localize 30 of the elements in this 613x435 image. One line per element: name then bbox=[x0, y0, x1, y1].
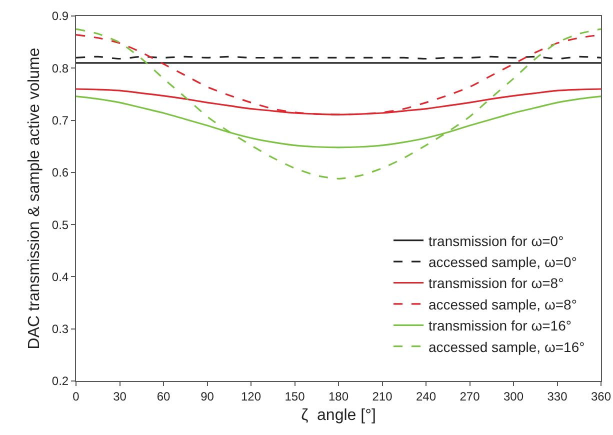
y-tick-label: 0.9 bbox=[52, 9, 69, 24]
x-tick-label: 30 bbox=[113, 389, 127, 404]
x-tick-label: 150 bbox=[284, 389, 306, 404]
x-tick-label: 60 bbox=[156, 389, 170, 404]
y-tick-label: 0.5 bbox=[52, 218, 69, 232]
legend-label: accessed sample, ω=8° bbox=[428, 296, 577, 312]
x-tick-label: 90 bbox=[200, 389, 214, 404]
y-axis-title: DAC transmission & sample active volume bbox=[26, 48, 43, 350]
x-tick-label: 0 bbox=[72, 389, 80, 404]
legend-label: accessed sample, ω=16° bbox=[428, 338, 585, 355]
legend-label: accessed sample, ω=0° bbox=[428, 254, 577, 270]
x-tick-label: 210 bbox=[372, 389, 393, 404]
y-tick-label: 0.7 bbox=[52, 113, 69, 128]
x-tick-label: 330 bbox=[547, 389, 568, 404]
x-tick-label: 270 bbox=[460, 389, 480, 404]
y-tick-label: 0.6 bbox=[52, 166, 69, 180]
y-tick-label: 0.2 bbox=[52, 374, 69, 388]
x-axis-title: ζ angle [°] bbox=[301, 407, 376, 424]
line-series bbox=[76, 28, 601, 180]
x-tick-label: 360 bbox=[590, 389, 612, 404]
legend-label: transmission for ω=0° bbox=[428, 232, 564, 249]
y-tick-label: 0.3 bbox=[52, 322, 69, 336]
x-tick-label: 180 bbox=[328, 389, 349, 404]
y-tick-label: 0.8 bbox=[52, 61, 69, 76]
x-tick-label: 300 bbox=[503, 389, 524, 404]
x-tick-label: 240 bbox=[416, 389, 436, 404]
x-tick-label: 120 bbox=[240, 389, 262, 404]
legend-label: transmission for ω=8° bbox=[428, 275, 564, 292]
legend-label: transmission for ω=16° bbox=[428, 318, 572, 334]
y-tick-label: 0.4 bbox=[52, 270, 69, 284]
